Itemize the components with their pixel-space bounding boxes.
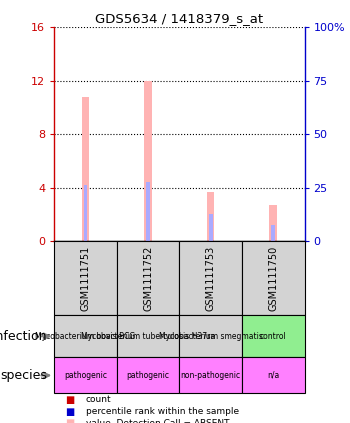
Bar: [54, 241, 117, 315]
Title: GDS5634 / 1418379_s_at: GDS5634 / 1418379_s_at: [95, 12, 264, 25]
Text: GSM1111751: GSM1111751: [80, 245, 91, 311]
Text: percentile rank within the sample: percentile rank within the sample: [86, 407, 239, 416]
Text: value, Detection Call = ABSENT: value, Detection Call = ABSENT: [86, 419, 229, 423]
Bar: [82, 97, 89, 241]
Text: ■: ■: [65, 407, 74, 417]
Bar: [144, 81, 152, 241]
Text: GSM1111752: GSM1111752: [143, 245, 153, 311]
Bar: [117, 357, 179, 393]
Text: GSM1111753: GSM1111753: [206, 245, 216, 311]
Text: infection: infection: [0, 330, 47, 343]
Bar: [54, 315, 117, 357]
Bar: [54, 357, 117, 393]
Text: control: control: [260, 332, 287, 341]
Bar: [179, 315, 242, 357]
Text: n/a: n/a: [267, 371, 279, 380]
Text: species: species: [0, 369, 47, 382]
Text: non-pathogenic: non-pathogenic: [181, 371, 241, 380]
Bar: [84, 185, 88, 241]
Bar: [146, 182, 150, 241]
Bar: [242, 241, 304, 315]
Text: ■: ■: [65, 395, 74, 405]
Text: GSM1111750: GSM1111750: [268, 245, 278, 311]
Bar: [209, 214, 212, 241]
Text: Mycobacterium bovis BCG: Mycobacterium bovis BCG: [35, 332, 136, 341]
Bar: [270, 205, 277, 241]
Bar: [207, 192, 215, 241]
Bar: [242, 315, 304, 357]
Bar: [179, 357, 242, 393]
Text: pathogenic: pathogenic: [127, 371, 170, 380]
Bar: [242, 357, 304, 393]
Bar: [179, 241, 242, 315]
Bar: [271, 225, 275, 241]
Bar: [117, 241, 179, 315]
Text: Mycobacterium tuberculosis H37ra: Mycobacterium tuberculosis H37ra: [81, 332, 215, 341]
Text: pathogenic: pathogenic: [64, 371, 107, 380]
Bar: [117, 315, 179, 357]
Text: ■: ■: [65, 418, 74, 423]
Text: Mycobacterium smegmatis: Mycobacterium smegmatis: [159, 332, 262, 341]
Text: count: count: [86, 395, 111, 404]
